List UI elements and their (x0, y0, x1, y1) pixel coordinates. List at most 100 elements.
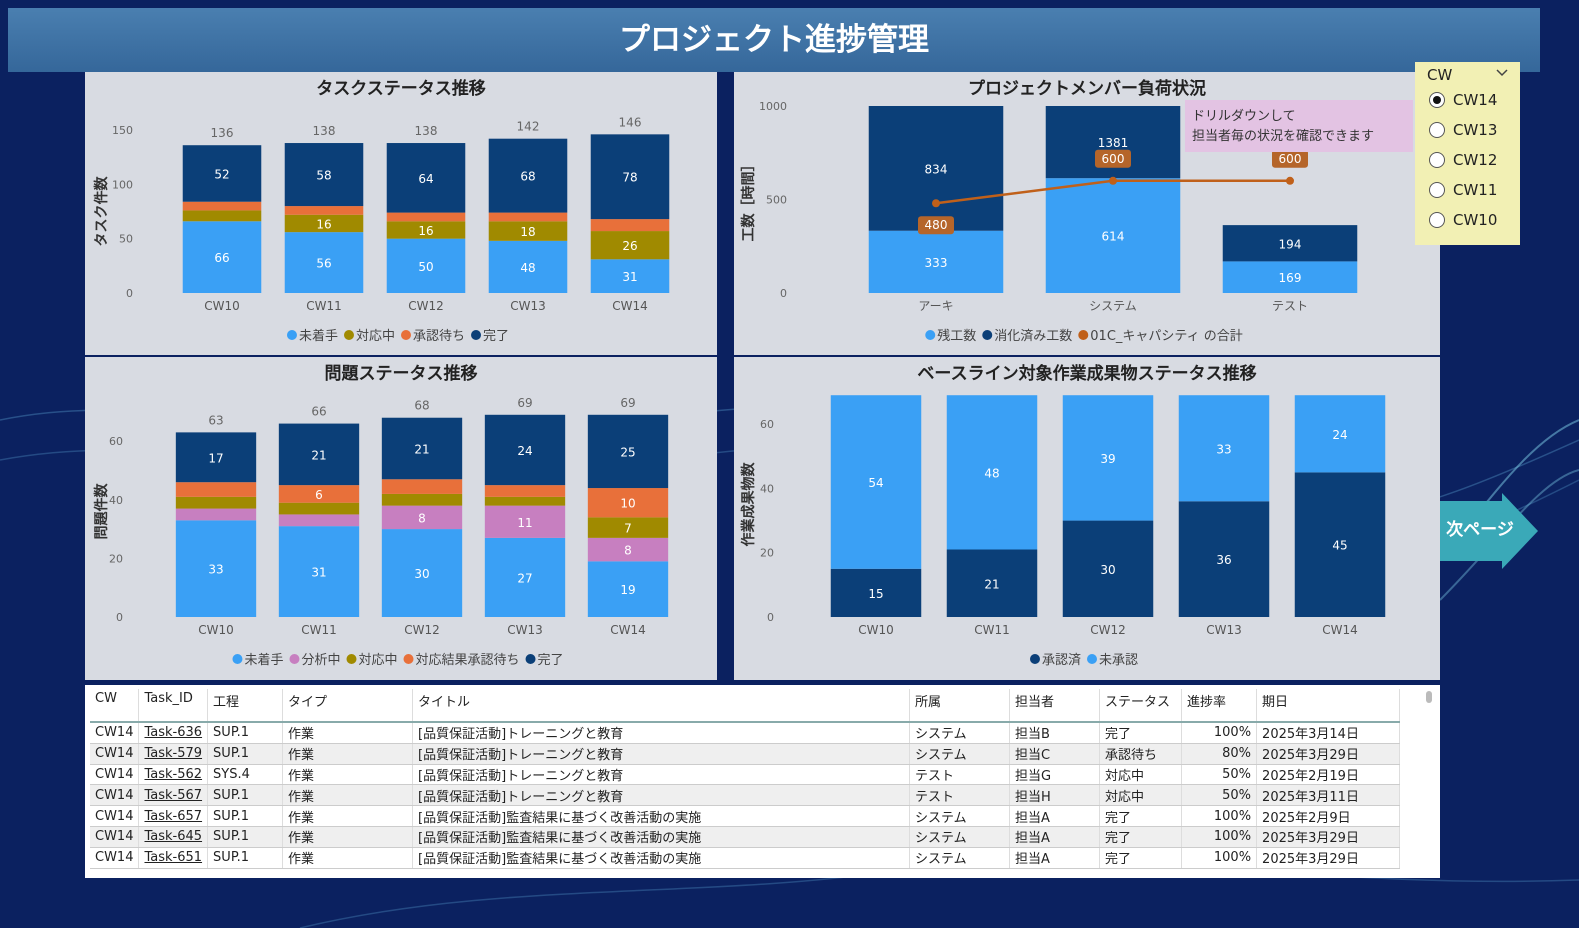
bar-segment (587, 561, 669, 617)
total-label: 146 (619, 115, 642, 129)
x-tick-label: CW11 (301, 623, 337, 637)
table-cell[interactable]: Task-567 (138, 784, 209, 807)
bar-segment (381, 529, 463, 617)
bars (830, 395, 1386, 617)
y-tick-label: 500 (766, 194, 787, 207)
table-cell: CW14 (90, 764, 140, 786)
column-header: 期日 (1256, 689, 1401, 723)
table-cell: システム (909, 743, 1011, 765)
bar-segment (1045, 178, 1181, 293)
x-tick-label: CW11 (306, 299, 342, 313)
table-cell: 2025年3月14日 (1256, 722, 1401, 744)
legend-label: 未承認 (1099, 653, 1138, 668)
table-cell[interactable]: Task-579 (138, 743, 209, 765)
data-label: 33 (1216, 442, 1231, 456)
bar-segment (946, 549, 1038, 617)
legend-swatch (1029, 654, 1040, 664)
legend-label: 承認済 (1042, 653, 1081, 668)
legend-swatch (1087, 654, 1097, 664)
data-label: 64 (418, 172, 433, 186)
data-label: 21 (311, 448, 326, 462)
legend: 承認済 未承認 (1029, 653, 1138, 668)
legend-label: 完了 (538, 653, 564, 668)
table-cell: CW14 (90, 784, 140, 807)
data-label: 30 (414, 567, 429, 581)
data-label: 39 (1100, 452, 1115, 466)
table-cell: [品質保証活動]監査結果に基づく改善活動の実施 (412, 826, 911, 848)
slicer-option[interactable]: CW13 (1429, 118, 1497, 142)
table-cell: 作業 (282, 743, 414, 765)
slicer-option[interactable]: CW11 (1429, 178, 1497, 202)
slicer-option[interactable]: CW12 (1429, 148, 1497, 172)
bar-segment (587, 414, 669, 489)
table-cell: 80% (1181, 743, 1258, 765)
x-tick-label: CW10 (858, 623, 894, 637)
scrollbar[interactable] (1426, 691, 1432, 703)
button-label[interactable]: 次ページ (1446, 519, 1514, 540)
table-cell: システム (909, 722, 1011, 744)
legend-label: 対応中 (358, 653, 397, 668)
bar-segment (278, 514, 360, 527)
table-cell: 担当C (1009, 743, 1101, 765)
bar-segment (946, 395, 1038, 550)
table-cell[interactable]: Task-651 (138, 847, 209, 869)
data-label: 16 (418, 224, 433, 238)
table-cell: [品質保証活動]トレーニングと教育 (412, 784, 911, 807)
table-cell: SUP.1 (207, 805, 284, 827)
line-label-bg (1272, 149, 1308, 168)
table-cell: [品質保証活動]トレーニングと教育 (412, 722, 911, 744)
data-label: 11 (517, 516, 532, 530)
legend-swatch (401, 330, 411, 340)
table-cell: 作業 (282, 826, 414, 848)
table-cell: CW14 (90, 722, 140, 744)
chart-title: プロジェクトメンバー負荷状況 (968, 78, 1206, 99)
legend-label: 対応結果承認待ち (416, 653, 520, 668)
table-cell: 作業 (282, 847, 414, 869)
data-label: 30 (1100, 563, 1115, 577)
line-label-bg (1095, 149, 1131, 168)
table-cell: 担当A (1009, 826, 1101, 848)
y-axis-label: 作業成果物数 (740, 462, 757, 547)
y-axis-label: 問題件数 (93, 483, 110, 540)
bar-segment (381, 505, 463, 530)
data-label: 6 (315, 488, 323, 502)
slicer-option[interactable]: CW14 (1429, 88, 1497, 112)
bar-segment (1062, 395, 1154, 521)
task-table: CW Task_ID 工程 タイプ タイトル 所属 担当者 ステータス 進捗率 期日 CW14 Tas… (85, 685, 1440, 878)
table-cell: 作業 (282, 784, 414, 807)
table-cell: 担当H (1009, 784, 1101, 807)
data-label: 58 (316, 169, 331, 183)
legend-swatch (1078, 330, 1089, 340)
slicer-option[interactable]: CW10 (1429, 208, 1497, 232)
bar-segment (590, 219, 670, 232)
table-cell: 100% (1181, 826, 1258, 848)
chart-title: タスクステータス推移 (316, 78, 486, 99)
table-cell: SUP.1 (207, 722, 284, 744)
column-header: タイトル (412, 689, 911, 723)
legend-label: 残工数 (937, 329, 976, 344)
data-label: 54 (868, 476, 883, 490)
y-axis-label: 工数［時間］ (740, 158, 757, 242)
total-label: 69 (517, 396, 532, 410)
line-point (1286, 176, 1294, 185)
bar-segment (484, 537, 566, 617)
column-header: ステータス (1099, 689, 1183, 723)
next-page-button[interactable]: 次ページ (1440, 493, 1540, 569)
bar-labels: 66 52 56 16 58 50 16 64 48 18 68 31 26 78 (214, 167, 637, 284)
table-cell[interactable]: Task-636 (138, 722, 209, 744)
y-tick-label: 40 (109, 494, 123, 507)
column-header: 所属 (909, 689, 1011, 723)
table-cell: SUP.1 (207, 826, 284, 848)
table-cell[interactable]: Task-657 (138, 805, 209, 827)
table-cell[interactable]: Task-562 (138, 764, 209, 786)
table-cell: 2025年3月29日 (1256, 826, 1401, 848)
bar-segment (284, 206, 364, 215)
slicer-chevron[interactable] (1495, 68, 1509, 78)
bar-segment (386, 221, 466, 239)
legend-swatch (925, 330, 936, 340)
column-header: 工程 (207, 689, 284, 723)
line-label: 600 (1102, 152, 1125, 166)
table-cell[interactable]: Task-645 (138, 826, 209, 848)
